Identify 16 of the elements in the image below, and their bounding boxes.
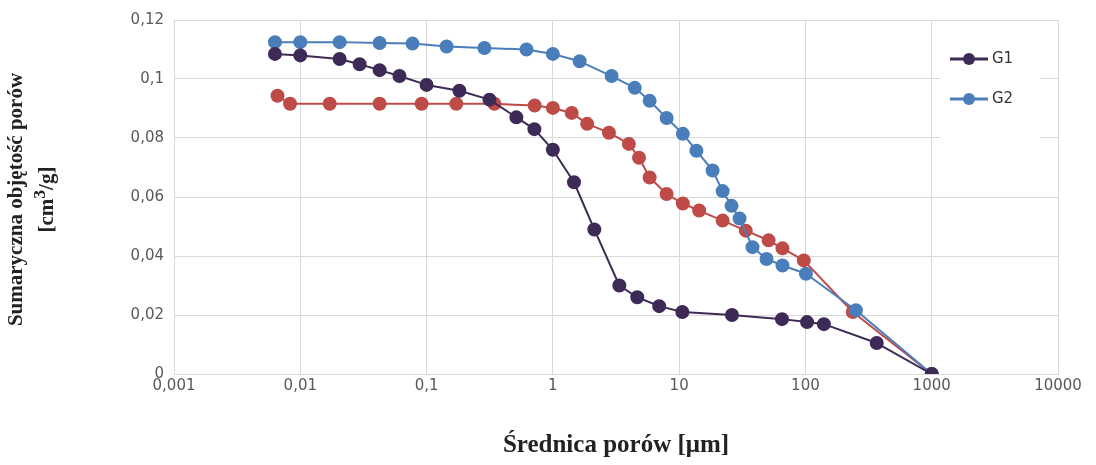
x-tick-label: 0,01 [283, 375, 317, 394]
y-tick-label: 0,04 [130, 245, 164, 264]
y-tick-label: 0,08 [130, 127, 164, 146]
y-tick-label: 0,1 [140, 68, 164, 87]
y-tick-label: 0,12 [130, 9, 164, 28]
x-tick-label: 100 [791, 375, 820, 394]
x-axis-title: Średnica porów [μm] [502, 430, 730, 458]
x-tick-label: 1000 [912, 375, 951, 394]
y-tick-label: 0,02 [130, 304, 164, 323]
y-tick-label: 0,06 [130, 186, 164, 205]
x-tick-label: 10 [669, 375, 689, 394]
x-tick-label: 0,1 [414, 375, 439, 394]
x-tick-label: 10000 [1034, 375, 1082, 394]
legend-label: G2 [992, 88, 1014, 107]
legend-label: G1 [992, 48, 1014, 67]
x-tick-label: 1 [548, 375, 558, 394]
